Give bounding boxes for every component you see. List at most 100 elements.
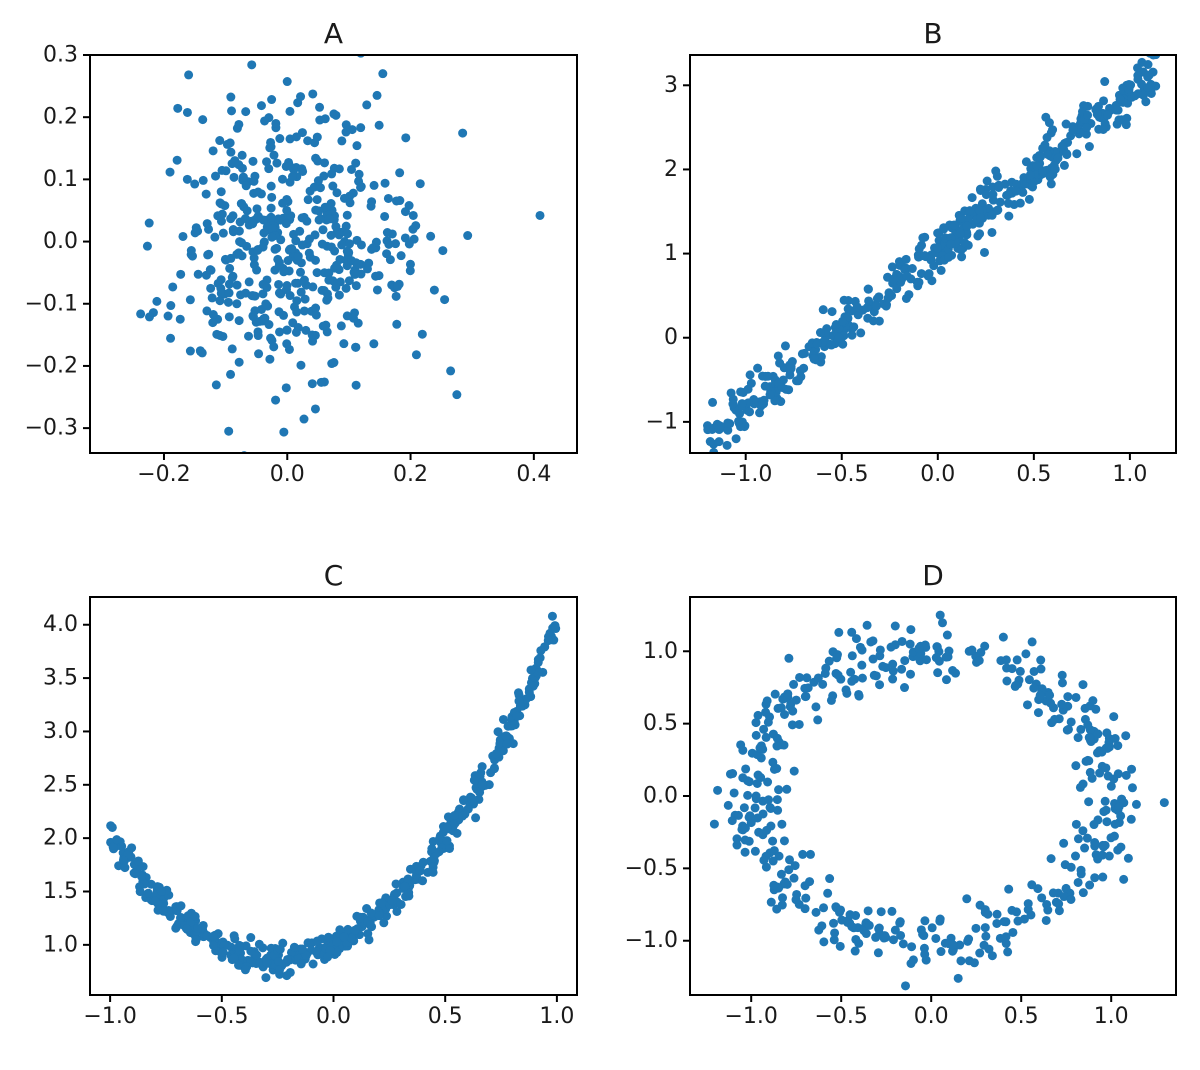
data-point bbox=[1041, 112, 1051, 122]
data-point bbox=[1073, 834, 1083, 844]
data-point bbox=[282, 205, 292, 215]
data-point bbox=[727, 816, 737, 826]
data-point bbox=[1116, 842, 1126, 852]
data-point bbox=[272, 158, 282, 168]
data-point bbox=[1093, 729, 1103, 739]
data-point bbox=[762, 825, 772, 835]
data-point bbox=[311, 153, 321, 163]
data-point bbox=[459, 795, 468, 805]
data-point bbox=[107, 822, 117, 832]
data-point bbox=[826, 340, 836, 350]
data-point bbox=[533, 657, 543, 667]
data-point bbox=[838, 316, 848, 326]
data-point bbox=[1078, 680, 1088, 690]
data-point bbox=[289, 942, 299, 952]
data-point bbox=[396, 899, 406, 909]
data-point bbox=[193, 923, 203, 933]
data-point bbox=[1050, 714, 1060, 724]
data-point bbox=[914, 277, 924, 287]
data-point bbox=[185, 346, 195, 356]
data-point bbox=[752, 750, 762, 760]
data-point bbox=[225, 263, 235, 273]
data-point bbox=[745, 811, 755, 821]
data-point bbox=[1038, 166, 1048, 176]
data-point bbox=[208, 931, 218, 941]
data-point bbox=[1023, 899, 1033, 909]
data-point bbox=[988, 190, 998, 200]
data-point bbox=[924, 269, 934, 279]
data-point bbox=[936, 947, 946, 957]
data-point bbox=[746, 818, 756, 828]
data-point bbox=[1073, 733, 1083, 743]
y-tick-label: 0.1 bbox=[43, 167, 78, 192]
data-point bbox=[308, 959, 318, 969]
data-point bbox=[921, 655, 931, 665]
data-point bbox=[442, 836, 452, 846]
data-point bbox=[304, 248, 314, 258]
data-point bbox=[768, 757, 778, 767]
data-point bbox=[331, 282, 341, 292]
data-point bbox=[768, 836, 778, 846]
data-point bbox=[254, 939, 264, 949]
data-point bbox=[300, 294, 310, 304]
data-point bbox=[832, 653, 842, 663]
data-point bbox=[310, 404, 320, 414]
data-point bbox=[901, 981, 910, 991]
data-point bbox=[391, 291, 401, 301]
data-point bbox=[1015, 666, 1025, 676]
data-point bbox=[202, 306, 212, 316]
y-tick-label: −0.3 bbox=[25, 416, 78, 441]
data-point bbox=[292, 296, 302, 306]
data-point bbox=[336, 321, 346, 331]
subplot-b-title: B bbox=[923, 17, 943, 50]
subplot-c-plot-area: −1.0 −0.5 0.0 0.5 1.0 1.0 1.5 2.0 2.5 3.0 3.5 4.0 bbox=[43, 596, 578, 1029]
data-point bbox=[308, 89, 318, 99]
data-point bbox=[1071, 692, 1081, 702]
data-point bbox=[780, 341, 790, 351]
data-point bbox=[1036, 655, 1046, 665]
data-point bbox=[888, 659, 898, 669]
data-point bbox=[1084, 142, 1094, 152]
data-point bbox=[953, 973, 963, 983]
data-point bbox=[312, 268, 322, 278]
data-point bbox=[744, 836, 754, 846]
data-point bbox=[850, 946, 860, 956]
data-point bbox=[292, 307, 302, 317]
data-point bbox=[974, 656, 984, 666]
data-point bbox=[218, 228, 228, 238]
data-point bbox=[274, 965, 284, 975]
data-point bbox=[1045, 172, 1055, 182]
data-point bbox=[226, 92, 236, 102]
data-point bbox=[775, 358, 785, 368]
data-point bbox=[1071, 761, 1081, 771]
data-point bbox=[887, 906, 897, 916]
data-point bbox=[274, 279, 284, 289]
data-point bbox=[120, 863, 130, 873]
data-point bbox=[1061, 883, 1071, 893]
data-point bbox=[1098, 872, 1108, 882]
data-point bbox=[773, 805, 783, 815]
data-point bbox=[995, 197, 1005, 207]
data-point bbox=[766, 803, 776, 813]
data-point bbox=[211, 380, 221, 390]
data-point bbox=[1115, 94, 1125, 104]
x-tick-label: 0.2 bbox=[393, 462, 428, 487]
data-point bbox=[392, 319, 402, 329]
data-point bbox=[784, 653, 794, 663]
data-point bbox=[931, 933, 941, 943]
data-point bbox=[244, 277, 254, 287]
data-point bbox=[234, 316, 244, 326]
data-point bbox=[782, 784, 792, 794]
data-point bbox=[346, 933, 356, 943]
data-point bbox=[190, 179, 200, 189]
data-point bbox=[920, 916, 930, 926]
data-point bbox=[738, 745, 748, 755]
data-point bbox=[776, 869, 786, 879]
data-point bbox=[242, 241, 252, 251]
data-point bbox=[247, 60, 257, 70]
data-point bbox=[428, 867, 438, 877]
data-point bbox=[1029, 683, 1039, 693]
data-point bbox=[751, 718, 761, 728]
data-point bbox=[383, 193, 393, 203]
data-point bbox=[740, 823, 750, 833]
